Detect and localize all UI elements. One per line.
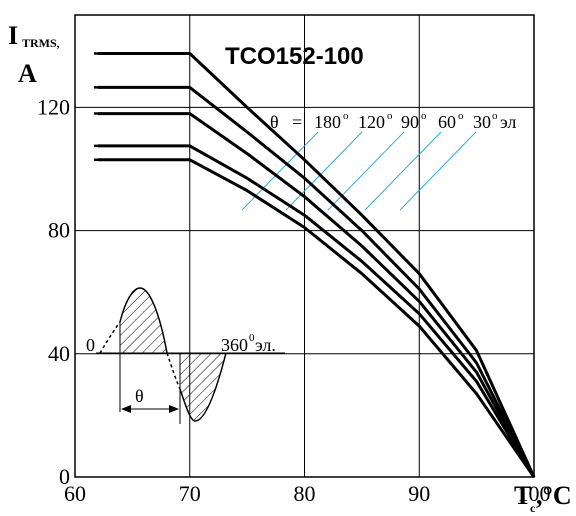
curve-30 — [98, 158, 536, 478]
x-axis-label-sub: c — [530, 501, 536, 515]
y-axis-label-unit: A — [18, 59, 37, 88]
inset-360-unit: эл. — [255, 335, 276, 355]
inset-theta-arrowhead-left — [121, 405, 131, 413]
inset-shaded-positive — [120, 288, 167, 353]
inset-shaded-negative — [180, 353, 226, 421]
legend-degree-60: о — [458, 110, 464, 122]
legend-angle-30: 30 — [473, 112, 491, 132]
legend-angle-120: 120 — [358, 112, 385, 132]
y-tick-0: 0 — [59, 464, 70, 489]
legend-degree-30: о — [492, 110, 498, 122]
legend-equals: = — [292, 112, 302, 132]
curve-60 — [98, 144, 536, 478]
inset-sine-dashed-pos — [99, 321, 121, 354]
x-tick-80: 80 — [294, 481, 316, 506]
legend-degree-120: о — [387, 110, 393, 122]
x-axis-label-main: T — [514, 481, 531, 510]
inset-sine-solid-neg — [179, 352, 227, 422]
y-tick-40: 40 — [48, 341, 70, 366]
inset-zero-label: 0 — [86, 335, 95, 355]
x-tick-70: 70 — [179, 481, 201, 506]
legend-angle-180: 180 — [314, 112, 341, 132]
curves — [93, 52, 536, 478]
waveform-inset: 0 360 0 эл. θ — [86, 287, 285, 424]
y-tick-80: 80 — [48, 218, 70, 243]
inset-360-label: 360 — [221, 335, 248, 355]
x-tick-60: 60 — [64, 481, 86, 506]
chart-title: TCO152-100 — [225, 43, 364, 70]
y-axis-label-main: I — [8, 21, 18, 50]
legend-leader-30 — [399, 131, 477, 211]
legend-leader-90 — [327, 131, 405, 211]
curve-120 — [98, 85, 536, 478]
x-tick-90: 90 — [408, 481, 430, 506]
curve-180 — [98, 52, 536, 478]
legend-degree-180: о — [343, 110, 349, 122]
legend-unit: эл — [500, 112, 516, 132]
legend-degree-90: о — [421, 110, 427, 122]
tick-labels: 60 70 80 90 100 0 40 80 120 — [37, 94, 551, 506]
inset-theta-label: θ — [135, 386, 144, 406]
legend-theta: θ — [270, 112, 279, 132]
inset-sine-solid-pos — [119, 287, 168, 354]
legend-leader-60 — [364, 131, 442, 211]
inset-360-sup: 0 — [249, 332, 255, 344]
legend-angle-90: 90 — [401, 112, 419, 132]
angle-legend: θ = 180 о 120 о 90 о 60 о 30 о эл — [270, 110, 516, 132]
curve-90 — [98, 112, 536, 478]
y-tick-120: 120 — [37, 94, 70, 119]
legend-leader-120 — [285, 131, 363, 211]
y-axis-label-sub: TRMS, — [22, 36, 60, 50]
legend-angle-60: 60 — [438, 112, 456, 132]
x-axis-label-unit: ,°C — [536, 481, 572, 510]
x-tick-100: 100 — [518, 481, 551, 506]
inset-theta-arrowhead-right — [169, 405, 179, 413]
